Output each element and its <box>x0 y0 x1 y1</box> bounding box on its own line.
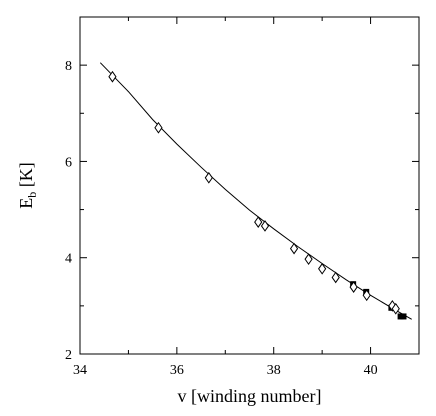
diamond-point <box>331 271 340 284</box>
diamond-point <box>254 216 263 228</box>
square-point <box>400 313 407 320</box>
x-tick-label: 40 <box>364 363 378 378</box>
x-tick-label: 38 <box>267 363 281 378</box>
diamond-point <box>154 121 163 134</box>
y-tick-label: 4 <box>65 252 72 267</box>
y-axis-label-unit: [K] <box>16 162 36 192</box>
x-tick-label: 34 <box>73 363 87 378</box>
diamond-point <box>318 262 327 275</box>
y-axis-label-sub: b <box>25 192 39 198</box>
x-axis-label: v [winding number] <box>178 386 322 406</box>
plot-frame <box>79 16 420 355</box>
y-tick-label: 2 <box>65 348 72 363</box>
diamond-point <box>391 302 400 315</box>
diamond-point <box>204 171 213 184</box>
diamond-point <box>362 289 371 302</box>
diamond-point <box>349 281 358 293</box>
y-tick-label: 6 <box>65 155 72 170</box>
diamond-point <box>260 220 270 232</box>
fit-curve <box>99 62 412 320</box>
axis-ticks <box>79 17 419 355</box>
series-layer <box>99 62 412 320</box>
diamond-point <box>289 242 299 255</box>
tick-labels: 34 36 38 40 2 4 6 8 <box>65 59 378 378</box>
y-axis-label-main: E <box>16 198 36 209</box>
y-tick-label: 8 <box>65 59 72 74</box>
y-axis-label: Eb [K] <box>16 162 39 209</box>
diamond-point <box>304 253 313 266</box>
diamond-point <box>108 70 117 83</box>
x-tick-label: 36 <box>170 363 184 378</box>
